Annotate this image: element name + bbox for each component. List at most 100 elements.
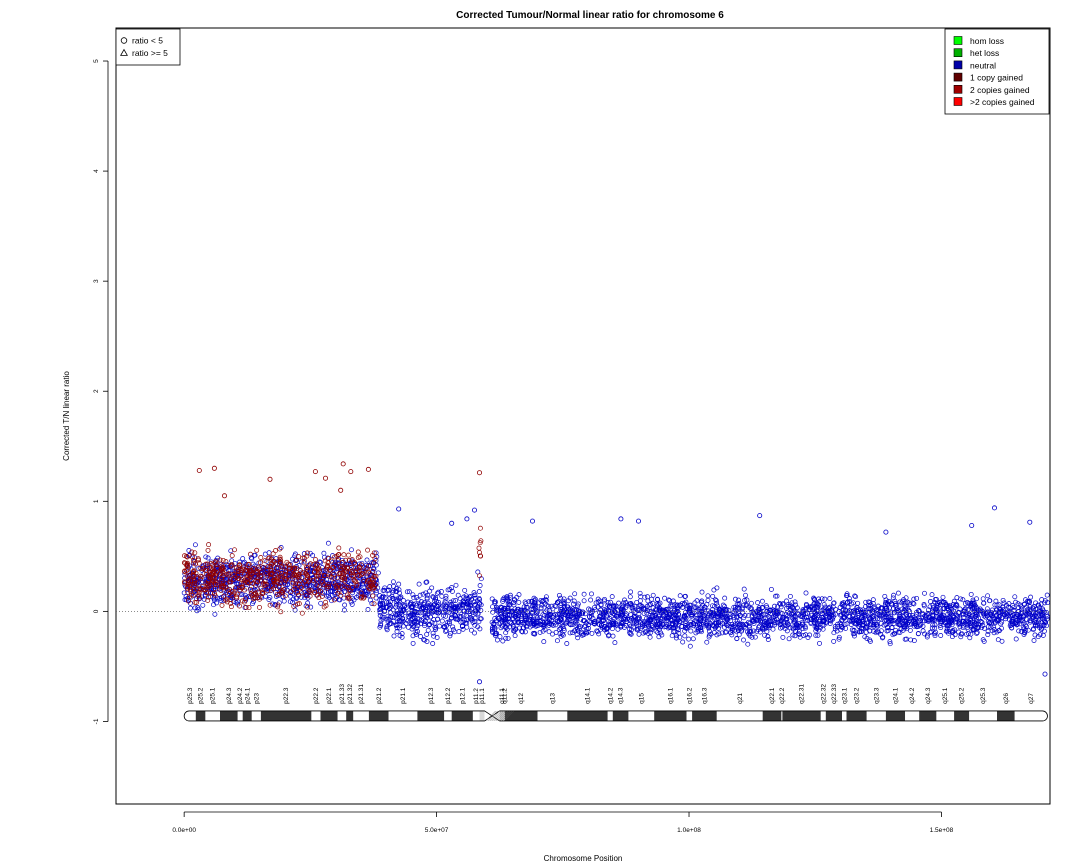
data-point <box>288 593 293 599</box>
data-point <box>429 605 435 611</box>
data-point <box>327 574 333 580</box>
data-point <box>965 614 971 620</box>
data-point <box>916 608 921 614</box>
data-point <box>803 590 809 596</box>
data-point <box>952 619 958 625</box>
data-point <box>212 587 218 593</box>
data-point <box>785 602 791 608</box>
data-point <box>1000 604 1006 610</box>
data-point <box>679 624 685 630</box>
data-point <box>453 598 459 603</box>
data-point <box>688 613 694 619</box>
data-point <box>520 608 526 614</box>
data-point <box>801 633 807 638</box>
data-point <box>986 624 992 629</box>
data-point <box>1016 628 1022 634</box>
data-point <box>192 550 198 556</box>
data-point <box>668 603 674 609</box>
ideogram-band-label: q25.1 <box>942 687 949 704</box>
data-point <box>1036 608 1042 614</box>
data-point <box>854 617 860 623</box>
data-point <box>1014 617 1020 623</box>
data-point <box>371 550 377 556</box>
data-point <box>660 608 666 613</box>
data-point <box>618 624 624 630</box>
data-point <box>575 603 581 609</box>
data-point <box>853 594 859 600</box>
data-point <box>601 612 607 618</box>
data-point <box>301 551 307 557</box>
data-point <box>735 627 741 633</box>
ideogram-band <box>451 710 473 721</box>
data-point <box>287 562 293 568</box>
data-point <box>400 598 406 603</box>
data-point <box>190 589 196 595</box>
data-point <box>835 624 840 630</box>
data-point <box>316 595 322 601</box>
data-point <box>306 579 312 584</box>
data-point <box>846 614 852 619</box>
data-point <box>752 634 758 640</box>
state-color-swatch <box>953 36 963 45</box>
data-point <box>911 638 917 644</box>
data-point <box>1031 638 1037 643</box>
ideogram-band <box>417 710 445 721</box>
data-point <box>1037 632 1043 638</box>
data-point <box>637 598 643 604</box>
ideogram-band <box>654 710 687 721</box>
data-point <box>609 594 615 600</box>
data-point <box>443 605 449 611</box>
data-point <box>629 615 635 621</box>
data-point <box>191 578 197 584</box>
data-point-outlier <box>476 679 482 685</box>
data-point <box>673 621 678 627</box>
data-point <box>745 641 751 647</box>
ideogram-band-label: p21.1 <box>400 687 407 704</box>
data-point <box>182 597 188 603</box>
data-point <box>598 607 604 613</box>
data-point <box>537 614 543 620</box>
data-point <box>354 583 360 589</box>
data-point <box>663 624 669 629</box>
data-point <box>1017 613 1023 619</box>
data-point <box>212 611 218 617</box>
data-point <box>668 618 674 624</box>
data-point <box>314 582 320 588</box>
data-point <box>711 587 717 593</box>
data-point <box>995 637 1001 643</box>
data-point <box>414 615 420 621</box>
data-point <box>448 615 454 621</box>
data-point <box>258 573 264 579</box>
data-point <box>1033 614 1039 620</box>
data-point <box>355 572 361 578</box>
data-point <box>346 587 352 593</box>
ideogram-band-label: q15 <box>638 693 645 704</box>
data-point <box>269 560 275 566</box>
data-point <box>677 618 683 624</box>
data-point <box>940 594 946 600</box>
ideogram-band-label: p21.2 <box>376 687 383 704</box>
ideogram-band-label: p12.1 <box>459 687 466 704</box>
data-point <box>817 640 822 646</box>
data-point <box>989 620 995 626</box>
data-point <box>512 633 518 639</box>
data-point <box>703 621 709 627</box>
data-point <box>742 598 748 603</box>
ideogram-band-label: p24.3 <box>226 687 233 704</box>
data-point <box>239 576 244 582</box>
data-point <box>646 625 652 631</box>
data-point <box>957 624 963 630</box>
data-point <box>315 573 321 579</box>
data-point <box>191 567 197 573</box>
data-point <box>386 591 392 597</box>
chromosome-ideogram: p25.3 p25.2 p25.1 p24.3 p24.2 p24.1 p23 p22.3 p2… <box>183 684 1048 722</box>
data-point <box>613 613 619 619</box>
data-point <box>367 597 373 603</box>
data-point <box>286 569 292 575</box>
data-point <box>572 591 578 597</box>
data-point <box>815 632 821 638</box>
data-point <box>194 600 199 605</box>
data-point <box>768 586 774 592</box>
data-point <box>632 603 638 609</box>
data-point <box>253 591 259 597</box>
